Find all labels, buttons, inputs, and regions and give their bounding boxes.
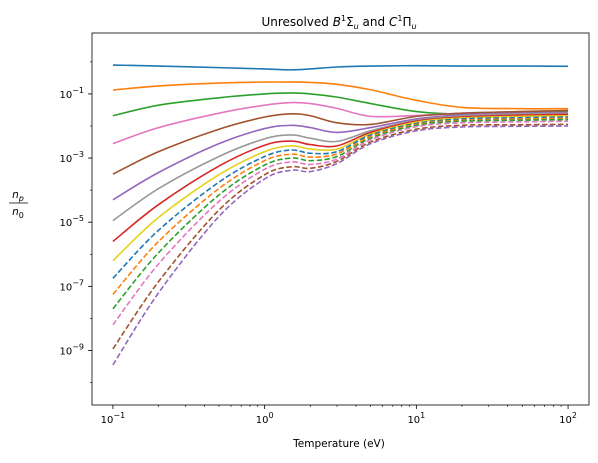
series-line-5 — [112, 109, 569, 175]
series-line-12 — [112, 118, 569, 310]
series-line-9 — [112, 114, 569, 262]
y-label-numerator: np — [12, 189, 24, 203]
series-line-10 — [112, 116, 569, 279]
series-line-1 — [112, 64, 569, 71]
series-line-14 — [112, 123, 569, 350]
series-line-7 — [112, 112, 569, 222]
y-tick-label: 10−7 — [59, 278, 84, 293]
y-tick-label: 10−9 — [59, 342, 84, 357]
series-line-13 — [112, 120, 569, 326]
x-tick-label: 10−1 — [101, 411, 126, 426]
y-tick-label: 10−5 — [59, 214, 84, 229]
y-label-denominator: n0 — [12, 206, 24, 220]
axis-ticks: 10−1 100 101 102 10−9 10−7 10−5 10−3 10−1 — [59, 61, 577, 426]
plot-frame — [91, 32, 590, 406]
series-line-6 — [112, 111, 569, 201]
chart-title: Unresolved B1Σu and C1Πu — [261, 14, 416, 31]
series-line-8 — [112, 113, 569, 243]
series-line-15 — [112, 125, 569, 366]
y-tick-label: 10−1 — [59, 86, 84, 101]
x-tick-label: 102 — [559, 411, 577, 426]
x-tick-label: 100 — [256, 411, 274, 426]
y-tick-label: 10−3 — [59, 150, 84, 165]
series-line-11 — [112, 117, 569, 295]
x-axis-label: Temperature (eV) — [292, 438, 385, 450]
y-axis-label: np n0 — [9, 189, 28, 220]
series-group — [112, 64, 569, 366]
x-tick-label: 101 — [407, 411, 425, 426]
series-line-2 — [112, 81, 569, 110]
